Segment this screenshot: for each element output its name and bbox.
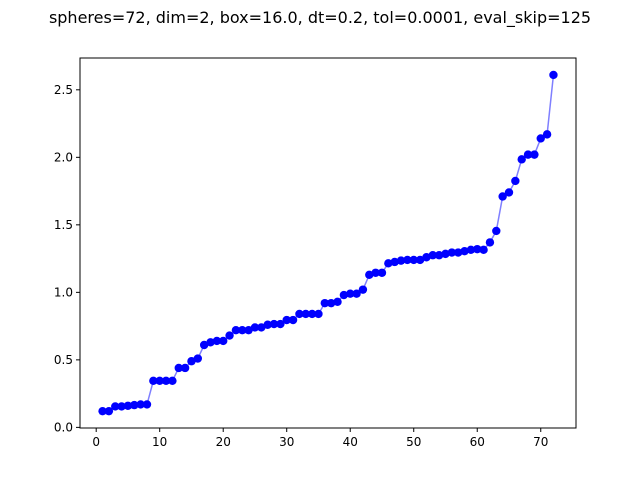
data-point — [142, 400, 152, 409]
data-point — [409, 255, 418, 265]
data-point — [244, 325, 253, 335]
x-tick-label: 70 — [533, 435, 548, 449]
data-point — [320, 298, 330, 308]
y-tick-label: 2.0 — [54, 150, 73, 164]
data-point — [199, 340, 209, 350]
x-tick-label: 0 — [92, 435, 100, 449]
x-tick-label: 60 — [470, 435, 485, 449]
data-point — [314, 309, 323, 319]
x-tick-label: 30 — [279, 435, 294, 449]
data-point — [517, 155, 526, 164]
y-tick-label: 2.5 — [54, 83, 73, 97]
data-point — [257, 323, 266, 332]
data-point — [428, 251, 437, 260]
data-point — [326, 298, 336, 308]
data-point — [511, 176, 520, 186]
data-point — [111, 402, 120, 411]
data-point — [307, 309, 317, 319]
data-point — [504, 188, 514, 197]
data-point — [238, 325, 247, 335]
data-point — [377, 268, 387, 277]
x-tick-label: 40 — [343, 435, 358, 449]
data-point — [301, 309, 310, 319]
data-point — [98, 406, 107, 416]
data-point — [187, 357, 196, 366]
axes-frame — [79, 57, 577, 429]
data-point — [161, 376, 171, 385]
data-point — [288, 315, 298, 325]
x-tick-label: 50 — [406, 435, 421, 449]
data-point — [498, 192, 507, 201]
data-point — [523, 150, 533, 159]
data-point — [358, 285, 368, 294]
data-point — [485, 238, 495, 247]
data-point — [180, 363, 190, 373]
data-point — [415, 255, 425, 265]
x-tick-label: 10 — [152, 435, 167, 449]
plot-area — [98, 70, 558, 416]
data-point — [231, 325, 241, 335]
x-axis: 0 10 20 30 40 50 60 70 — [92, 428, 548, 449]
data-point — [123, 401, 133, 410]
data-point — [536, 134, 545, 143]
data-point — [149, 376, 158, 385]
data-point — [460, 246, 469, 256]
data-point — [282, 315, 291, 325]
data-point — [117, 402, 126, 411]
data-point — [276, 319, 285, 329]
data-point — [269, 319, 279, 329]
data-point — [403, 255, 412, 265]
y-tick-label: 1.5 — [54, 218, 73, 232]
data-point — [352, 289, 361, 298]
data-point — [390, 257, 399, 267]
y-tick-label: 0.0 — [54, 420, 73, 434]
data-point — [250, 323, 260, 332]
data-point — [295, 309, 304, 319]
data-point — [104, 406, 114, 416]
data-point — [441, 249, 450, 259]
data-point — [130, 400, 139, 410]
data-point — [492, 226, 501, 236]
data-point — [549, 70, 558, 80]
data-point — [136, 400, 145, 409]
data-point — [206, 338, 215, 347]
data-point — [225, 331, 234, 340]
x-tick-label: 20 — [216, 435, 231, 449]
data-point — [371, 268, 380, 277]
data-point — [212, 336, 222, 346]
data-point — [422, 253, 431, 262]
data-point — [219, 336, 228, 346]
y-axis: 0.0 0.5 1.0 1.5 2.0 2.5 — [54, 83, 80, 434]
chart-title: spheres=72, dim=2, box=16.0, dt=0.2, tol… — [49, 8, 591, 28]
data-point — [447, 248, 457, 257]
data-point — [174, 363, 183, 373]
data-point — [396, 256, 406, 265]
data-point — [333, 297, 342, 306]
data-point — [384, 259, 393, 268]
data-point — [479, 245, 488, 255]
data-point — [542, 130, 552, 139]
data-point — [193, 354, 203, 363]
y-tick-label: 0.5 — [54, 353, 73, 367]
data-point — [434, 251, 444, 260]
data-point — [155, 376, 164, 385]
data-point — [530, 150, 539, 159]
data-point — [263, 320, 272, 329]
data-point — [473, 244, 482, 254]
data-point — [453, 248, 463, 257]
y-tick-label: 1.0 — [54, 285, 73, 299]
data-point — [168, 376, 177, 385]
data-point — [339, 290, 349, 300]
data-point — [466, 245, 476, 255]
data-point — [365, 270, 374, 279]
data-point — [346, 289, 355, 298]
